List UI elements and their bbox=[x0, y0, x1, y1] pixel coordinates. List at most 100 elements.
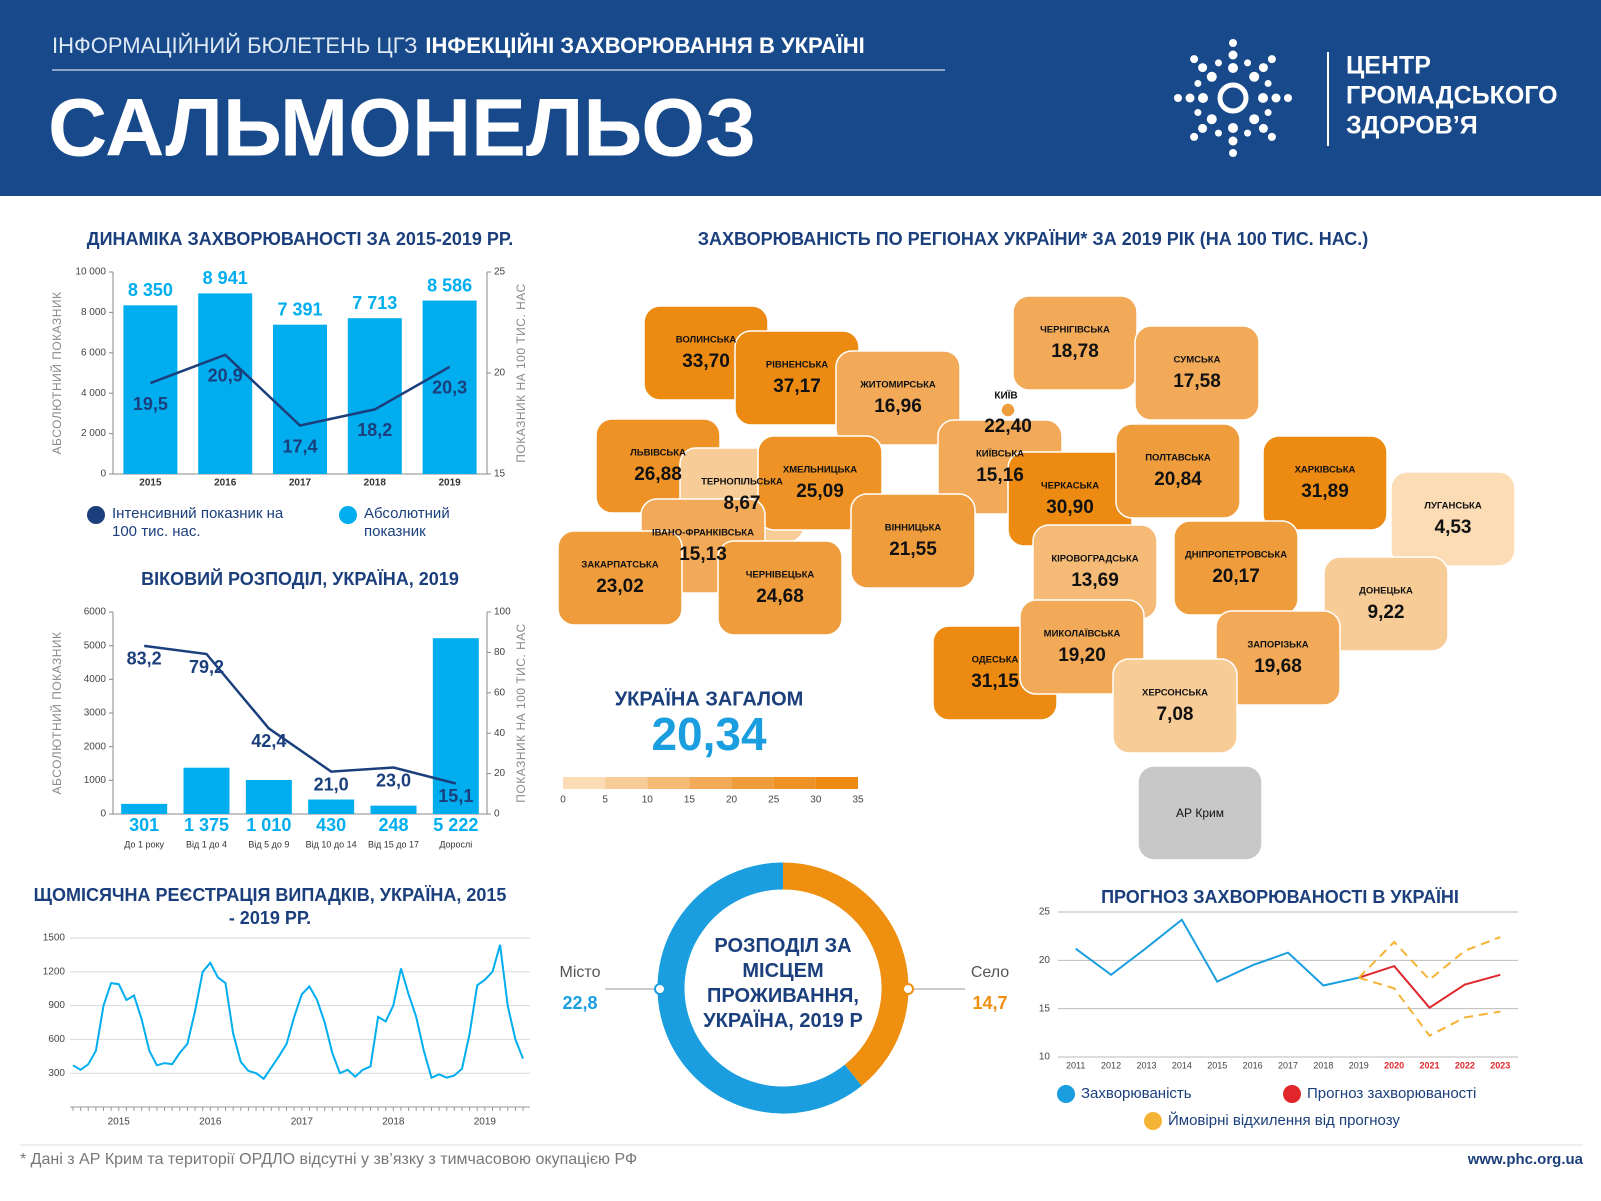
x-tick-label: 2011 bbox=[1066, 1060, 1085, 1070]
logo-dot bbox=[1264, 109, 1272, 117]
logo-dot bbox=[1228, 123, 1238, 133]
region-value: 15,16 bbox=[976, 465, 1024, 486]
region-value: 9,22 bbox=[1368, 602, 1405, 623]
legend-marker bbox=[1283, 1085, 1301, 1103]
bar-value-label: 8 941 bbox=[203, 268, 248, 288]
logo-dot bbox=[1194, 79, 1202, 87]
x-tick-label: 2015 bbox=[139, 478, 162, 489]
region-value: 8,67 bbox=[724, 493, 761, 514]
colorbar-tick-label: 20 bbox=[726, 795, 738, 806]
bulletin-title: ІНФЕКЦІЙНІ ЗАХВОРЮВАННЯ В УКРАЇНІ bbox=[425, 33, 864, 58]
legend-label: Абсолютний показник bbox=[364, 505, 450, 540]
region-name: ВОЛИНСЬКА bbox=[676, 335, 737, 346]
page-title: САЛЬМОНЕЛЬОЗ bbox=[48, 83, 756, 174]
region-name: ЖИТОМИРСЬКА bbox=[859, 380, 936, 391]
y-tick-label: 2000 bbox=[84, 741, 107, 752]
line bbox=[144, 644, 457, 785]
logo-dot bbox=[1185, 93, 1195, 103]
footer-note: * Дані з АР Крим та території ОРДЛО відс… bbox=[20, 1151, 637, 1168]
y-tick-label: 6000 bbox=[84, 607, 107, 618]
x-tick-label: 2018 bbox=[382, 1117, 405, 1128]
y2-tick-label: 80 bbox=[494, 647, 506, 658]
x-tick-label: 2016 bbox=[1243, 1060, 1263, 1070]
section-title: ДИНАМІКА ЗАХВОРЮВАНОСТІ ЗА 2015-2019 РР. bbox=[87, 229, 513, 249]
legend-label: Ймовірні відхилення від прогнозу bbox=[1168, 1111, 1400, 1129]
region-value: 19,20 bbox=[1058, 645, 1106, 666]
bar-value-label: 430 bbox=[316, 815, 346, 835]
line-value-label: 23,0 bbox=[376, 770, 411, 790]
y-tick-label: 600 bbox=[48, 1034, 65, 1045]
x-tick-label: Від 10 до 14 bbox=[306, 839, 357, 849]
bar-value-label: 7 391 bbox=[277, 299, 322, 319]
bar bbox=[183, 767, 230, 814]
line bbox=[1358, 964, 1501, 1010]
line-value-label: 18,2 bbox=[357, 420, 392, 440]
y-tick-label: 15 bbox=[1039, 1003, 1051, 1014]
region-name: ДОНЕЦЬКА bbox=[1359, 586, 1413, 597]
y-tick-label: 0 bbox=[100, 809, 106, 820]
section-title: ЗАХВОРЮВАНІСТЬ ПО РЕГІОНАХ УКРАЇНИ* ЗА 2… bbox=[698, 229, 1368, 249]
colorbar-step bbox=[689, 777, 732, 789]
donut-segment bbox=[657, 862, 862, 1114]
colorbar-step bbox=[563, 777, 606, 789]
y-tick-label: 4 000 bbox=[81, 388, 106, 399]
logo-dot bbox=[1244, 129, 1252, 137]
colorbar-step bbox=[773, 777, 816, 789]
region-name: ЧЕРКАСЬКА bbox=[1041, 481, 1099, 492]
logo-dot bbox=[1214, 59, 1222, 67]
donut-value-label: 22,8 bbox=[562, 993, 597, 1013]
line-value-label: 17,4 bbox=[282, 436, 317, 456]
colorbar-tick-label: 30 bbox=[810, 795, 822, 806]
logo-dot bbox=[1258, 93, 1268, 103]
y-tick-label: 10 bbox=[1039, 1052, 1051, 1063]
bar bbox=[245, 779, 292, 814]
x-tick-label: 2020 bbox=[1384, 1060, 1404, 1070]
logo-dot bbox=[1249, 114, 1260, 125]
y-tick-label: 1200 bbox=[43, 966, 66, 977]
y2-tick-label: 60 bbox=[494, 687, 506, 698]
logo-dot bbox=[1258, 123, 1268, 133]
y-tick-label: 6 000 bbox=[81, 347, 106, 358]
logo-line: ЦЕНТР bbox=[1346, 52, 1431, 80]
colorbar-tick-label: 10 bbox=[642, 795, 654, 806]
region-value: 31,89 bbox=[1301, 481, 1349, 502]
region bbox=[1215, 610, 1341, 706]
y-tick-label: 900 bbox=[48, 1000, 65, 1011]
region-name: ДНІПРОПЕТРОВСЬКА bbox=[1185, 550, 1287, 561]
logo-dot bbox=[1244, 59, 1252, 67]
bar-value-label: 7 713 bbox=[352, 293, 397, 313]
section-title: ПРОГНОЗ ЗАХВОРЮВАНОСТІ В УКРАЇНІ bbox=[1101, 887, 1459, 907]
logo-dot bbox=[1174, 94, 1182, 102]
region-name: КІРОВОГРАДСЬКА bbox=[1051, 554, 1138, 565]
bar-value-label: 1 375 bbox=[184, 815, 229, 835]
region bbox=[1390, 471, 1516, 567]
x-tick-label: Від 1 до 4 bbox=[186, 839, 227, 849]
region bbox=[557, 530, 683, 626]
y2-tick-label: 20 bbox=[494, 368, 506, 379]
region-name: ЛУГАНСЬКА bbox=[1424, 501, 1482, 512]
logo-dot bbox=[1229, 39, 1237, 47]
bar bbox=[308, 799, 355, 814]
section-title: ВІКОВИЙ РОЗПОДІЛ, УКРАЇНА, 2019 bbox=[141, 568, 459, 589]
region-value: 37,17 bbox=[773, 376, 821, 397]
region-name: ТЕРНОПІЛЬСЬКА bbox=[701, 477, 783, 488]
legend-marker bbox=[87, 506, 105, 524]
logo-dot bbox=[1198, 63, 1208, 73]
region-name: ЛЬВІВСЬКА bbox=[630, 448, 686, 459]
logo-dot bbox=[1258, 63, 1268, 73]
x-tick-label: 2019 bbox=[474, 1117, 497, 1128]
logo-dot bbox=[1190, 55, 1199, 64]
x-tick-label: 2019 bbox=[1349, 1060, 1369, 1070]
x-tick-label: 2015 bbox=[108, 1117, 131, 1128]
region bbox=[850, 493, 976, 589]
x-tick-label: 2012 bbox=[1101, 1060, 1121, 1070]
bar bbox=[121, 803, 168, 814]
region-name: КИЇВСЬКА bbox=[976, 449, 1024, 460]
donut-marker bbox=[902, 983, 914, 995]
logo-dot bbox=[1190, 132, 1199, 141]
colorbar-tick-label: 0 bbox=[560, 795, 566, 806]
y-tick-label: 20 bbox=[1039, 955, 1051, 966]
bulletin-line: ІНФОРМАЦІЙНИЙ БЮЛЕТЕНЬ ЦГЗ ІНФЕКЦІЙНІ ЗАХ… bbox=[52, 33, 865, 58]
donut-title: РОЗПОДІЛ ЗА МІСЦЕМ ПРОЖИВАННЯ, УКРАЇНА, … bbox=[703, 935, 863, 1032]
